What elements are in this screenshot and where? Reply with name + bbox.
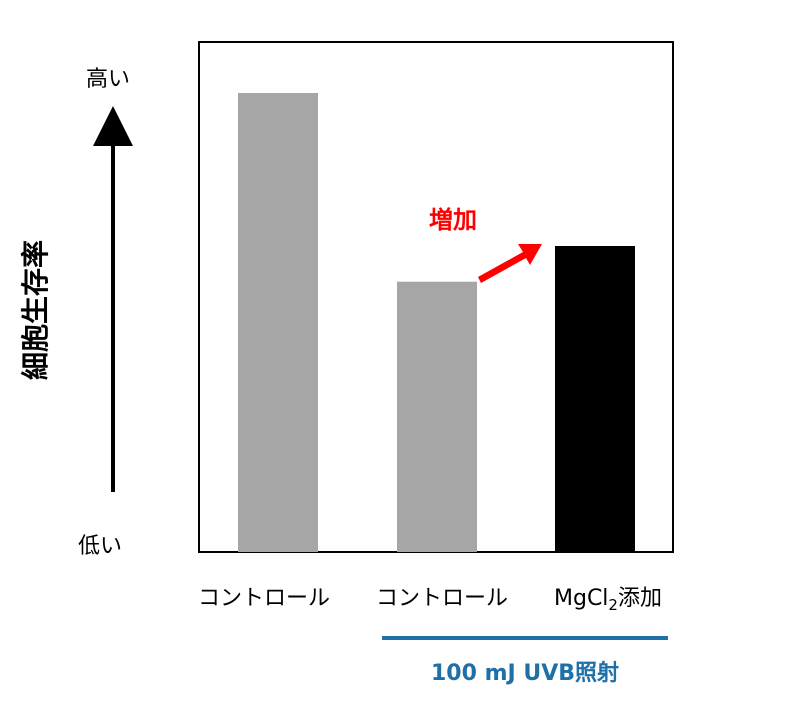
y-high-label: 高い [86, 67, 130, 92]
y-low-label: 低い [78, 534, 122, 559]
bar-1 [238, 93, 318, 552]
bar-2 [397, 281, 477, 552]
x-tick-label-1: コントロール [198, 586, 330, 611]
annotation-label: 増加 [429, 206, 477, 234]
y-axis-title: 細胞生存率 [19, 240, 52, 380]
group-label: 100 mJ UVB照射 [431, 660, 619, 686]
x-labels-group: コントロール コントロール MgCl2添加 [198, 586, 662, 614]
increase-arrow [478, 244, 542, 283]
bars-group [238, 93, 635, 552]
x-tick-label-3: MgCl2添加 [554, 586, 662, 614]
bar-3 [555, 246, 635, 552]
x-tick-label-2: コントロール [376, 586, 508, 611]
